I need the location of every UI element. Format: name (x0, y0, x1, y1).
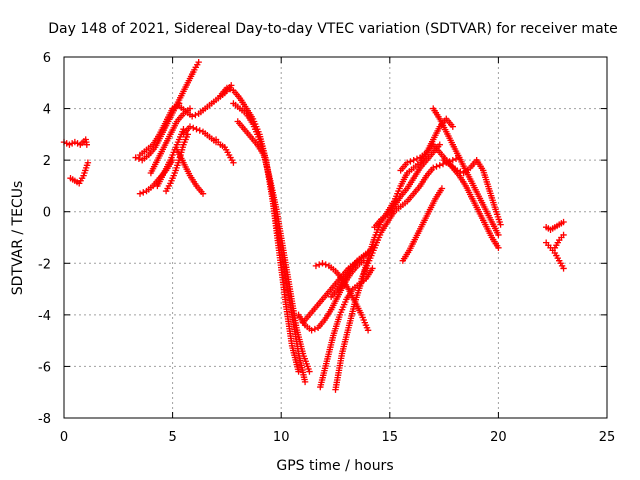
data-point (190, 124, 197, 132)
grid (64, 57, 607, 418)
y-tick-label: -4 (38, 309, 51, 324)
data-point (188, 113, 196, 120)
data-point (364, 327, 372, 334)
data-point (495, 231, 502, 239)
data-point (186, 123, 194, 130)
plot-frame (63, 56, 608, 419)
data-point (306, 368, 313, 375)
data-point (433, 163, 440, 170)
y-tick-label: -8 (38, 412, 51, 427)
data-point (135, 155, 143, 163)
data-point (495, 244, 502, 252)
data-point (199, 190, 207, 197)
data-point (497, 221, 504, 228)
data-points (60, 58, 567, 393)
y-axis-label: SDTVAR / TECUs (10, 181, 26, 296)
data-point (169, 105, 176, 112)
data-point (449, 156, 456, 164)
y-tick-label: -6 (38, 360, 51, 375)
data-point (453, 167, 461, 174)
y-tick-label: -2 (38, 257, 51, 272)
x-tick-label: 0 (60, 430, 68, 445)
data-point (295, 368, 302, 375)
data-point (369, 265, 376, 272)
x-axis-label: GPS time / hours (276, 458, 393, 474)
x-tick-label: 10 (273, 430, 290, 445)
x-tick-label: 25 (599, 430, 616, 445)
data-point (132, 154, 139, 161)
data-point (311, 325, 319, 333)
y-tick-label: 4 (43, 103, 51, 118)
data-point (301, 378, 309, 386)
data-point (439, 160, 447, 168)
data-point (452, 155, 460, 163)
data-point (193, 126, 200, 133)
data-point (136, 190, 144, 197)
y-tick-label: 6 (43, 51, 51, 66)
data-point (436, 141, 443, 148)
data-point (223, 84, 231, 92)
data-point (449, 123, 456, 130)
data-point (84, 159, 92, 166)
data-point (172, 104, 180, 111)
data-point (308, 327, 315, 334)
data-point (457, 168, 464, 175)
data-point (430, 164, 437, 172)
data-point (438, 185, 446, 192)
data-point (192, 111, 199, 119)
data-point (560, 231, 567, 239)
data-point (83, 141, 91, 148)
axis-ticks: 0 5 10 15 20 25 -8 -6 -4 -2 0 2 4 6 (38, 51, 615, 445)
data-point (436, 162, 443, 169)
data-point (316, 261, 323, 268)
x-tick-label: 20 (490, 430, 507, 445)
data-point (560, 265, 567, 272)
x-tick-label: 5 (168, 430, 176, 445)
data-point (312, 262, 320, 270)
y-tick-label: 0 (43, 206, 51, 221)
data-point (196, 127, 203, 134)
data-point (226, 86, 234, 93)
data-point (410, 156, 417, 164)
data-point (407, 158, 414, 165)
y-tick-label: 2 (43, 154, 51, 169)
data-point (413, 155, 421, 163)
data-point (140, 189, 147, 196)
data-point (403, 159, 411, 166)
data-point (186, 105, 194, 112)
chart-title: Day 148 of 2021, Sidereal Day-to-day VTE… (48, 21, 618, 37)
x-tick-label: 15 (382, 430, 399, 445)
data-point (230, 159, 237, 166)
data-point (560, 218, 567, 226)
data-point (319, 260, 326, 267)
data-point (228, 82, 235, 89)
data-point (195, 58, 202, 66)
data-point (322, 261, 329, 268)
